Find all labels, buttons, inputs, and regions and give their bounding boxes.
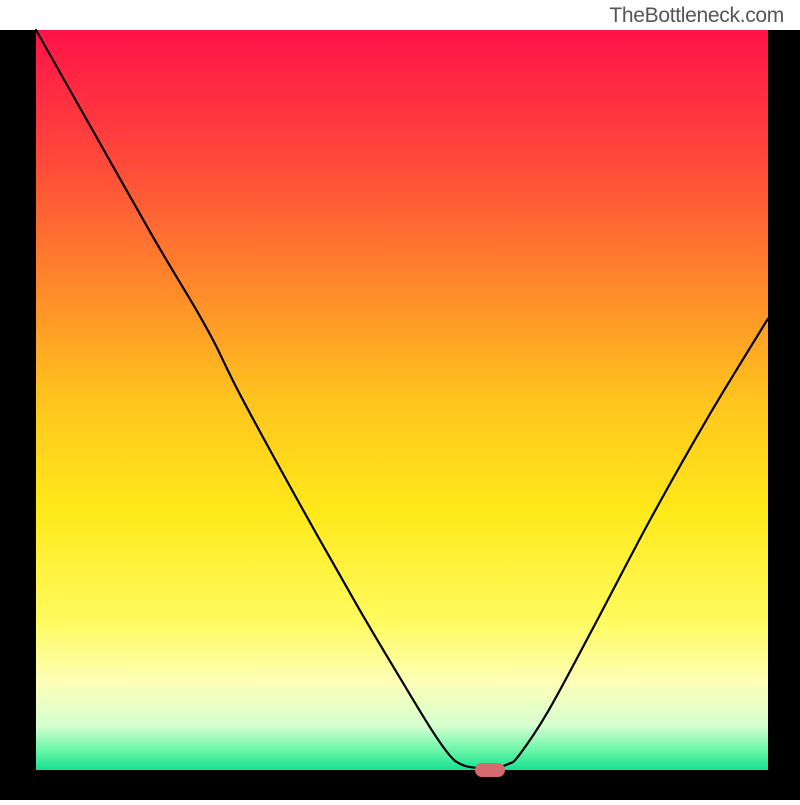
chart-svg: [0, 0, 800, 800]
attribution-text: TheBottleneck.com: [609, 4, 784, 28]
bottleneck-chart: [0, 0, 800, 800]
optimal-point-marker: [475, 763, 505, 777]
